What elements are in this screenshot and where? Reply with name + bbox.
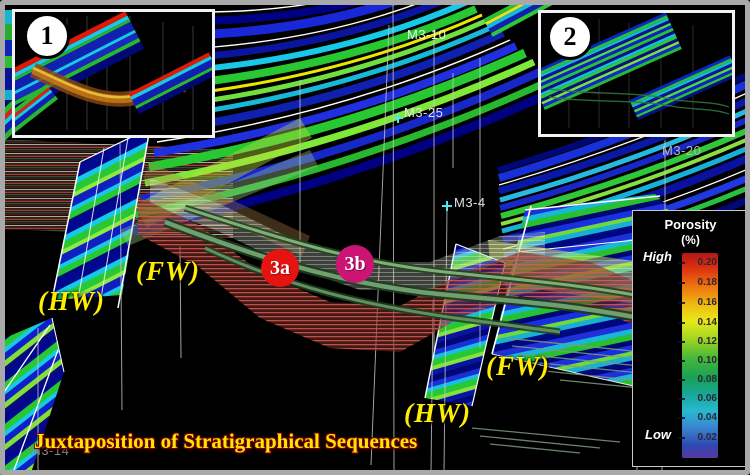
porosity-colorbar xyxy=(682,253,718,458)
well-label-m3-20: M3-20 xyxy=(662,143,702,158)
inset2-render xyxy=(528,12,739,134)
tick-label: 0.18 xyxy=(697,277,717,288)
well-label-m3-25: M3-25 xyxy=(404,105,444,120)
well-label-m3-10: M3-10 xyxy=(407,27,447,42)
tick-mark xyxy=(678,360,685,362)
well-label-m3-14: M3-14 xyxy=(30,443,70,458)
tick-label: 0.08 xyxy=(697,374,717,385)
tick-label: 0.02 xyxy=(697,432,717,443)
tick-label: 0.14 xyxy=(697,317,717,328)
badge-3b: 3b xyxy=(336,245,374,283)
figure-title: Juxtaposition of Stratigraphical Sequenc… xyxy=(34,429,418,453)
tick-label: 0.16 xyxy=(697,297,717,308)
tick-label: 0.12 xyxy=(697,336,717,347)
tick-mark xyxy=(678,398,685,400)
fault-label-fw-right: (FW) xyxy=(486,351,550,381)
tick-mark xyxy=(678,417,685,419)
left-fault-block xyxy=(51,127,151,309)
inset-number-2: 2 xyxy=(547,14,593,60)
tick-mark xyxy=(678,262,685,264)
tick-label: 0.10 xyxy=(697,355,717,366)
well-label-m3-4: M3-4 xyxy=(454,195,486,210)
pale-swath xyxy=(150,178,545,290)
tick-label: 0.04 xyxy=(697,412,717,423)
tick-mark xyxy=(678,341,685,343)
tick-mark xyxy=(678,379,685,381)
tick-mark xyxy=(678,437,685,439)
legend-title: Porosity xyxy=(664,217,717,232)
tick-mark xyxy=(678,302,685,304)
red-swath xyxy=(138,196,750,352)
legend-high-label: High xyxy=(643,249,672,264)
tick-label: 0.20 xyxy=(697,257,717,268)
legend-units: (%) xyxy=(681,233,700,247)
green-ribbons xyxy=(163,204,750,350)
bottom-left-block xyxy=(0,317,65,475)
tick-label: 0.06 xyxy=(697,393,717,404)
well-marker-icon xyxy=(393,113,452,211)
fault-label-hw-right: (HW) xyxy=(404,398,471,428)
fault-label-fw-left: (FW) xyxy=(136,256,200,286)
tick-mark xyxy=(678,322,685,324)
tick-mark xyxy=(678,282,685,284)
inset-panel-2 xyxy=(528,10,739,137)
badge-3a: 3a xyxy=(261,249,299,287)
inset-number-1: 1 xyxy=(24,13,70,59)
porosity-legend: Porosity (%) High Low 0.20 0.18 0.16 0.1… xyxy=(632,210,749,467)
fault-label-hw-left: (HW) xyxy=(38,286,105,316)
legend-low-label: Low xyxy=(645,427,671,442)
